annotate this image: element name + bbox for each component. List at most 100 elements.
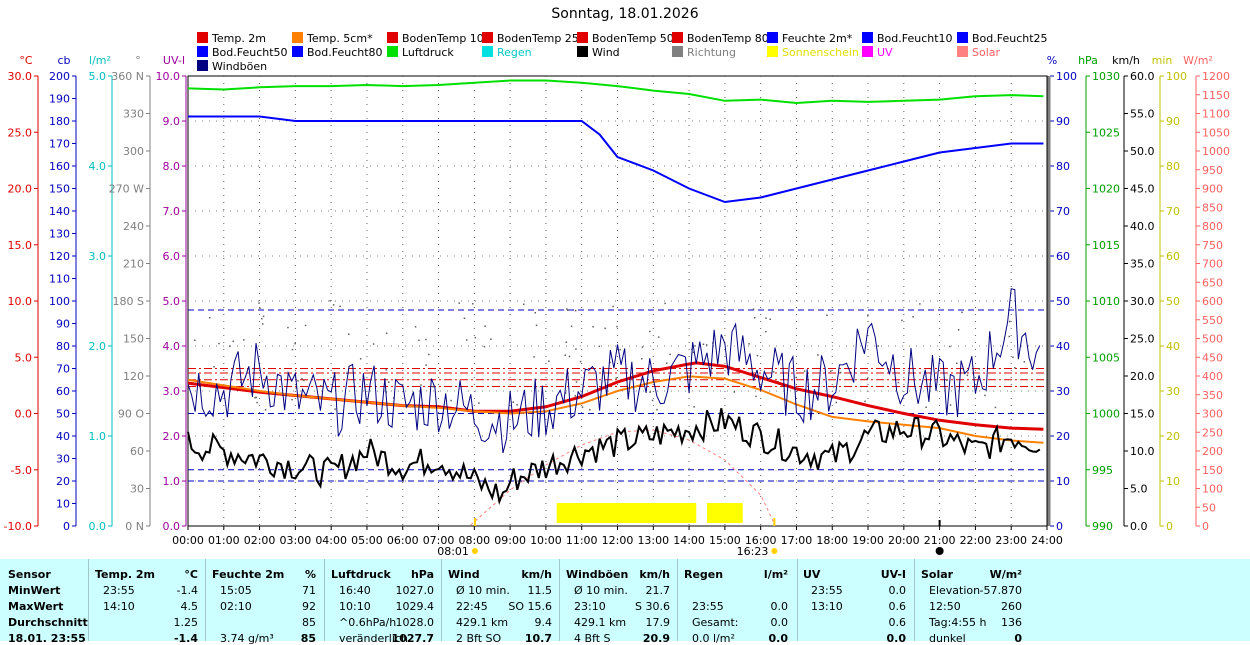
axis-tick-label-wind: 10.0 (1130, 445, 1155, 458)
wind-direction-dot (387, 381, 390, 383)
axis-tick-label-min: 70 (1166, 205, 1180, 218)
axis-tick-label-wind: 50.0 (1130, 145, 1155, 158)
header-press: Luftdruck (331, 568, 391, 581)
axis-unit-solar: W/m² (1183, 54, 1213, 67)
legend-item: Bod.Feucht80 (292, 46, 383, 59)
axis-tick-label-solar: 400 (1202, 370, 1223, 383)
axis-tick-label-solar: 800 (1202, 220, 1223, 233)
cell-hum-detail: 02:10 (220, 600, 252, 613)
axis-tick-label-min: 40 (1166, 340, 1180, 353)
axis-tick-label-dir: 0 N (125, 520, 144, 533)
legend-item: Feuchte 2m* (767, 32, 852, 45)
cell-solar-value: 0 (1014, 632, 1022, 645)
axis-tick-label-wind: 35.0 (1130, 258, 1155, 271)
time-tick-label: 11:00 (566, 534, 598, 547)
header-unit-press: hPa (410, 568, 434, 581)
row-label: 18.01. 23:55 (8, 632, 86, 645)
cell-press-detail: 16:40 (339, 584, 371, 597)
axis-tick-label-solar: 500 (1202, 333, 1223, 346)
wind-direction-dot (830, 370, 832, 372)
cell-gust-detail: Ø 10 min. (574, 584, 628, 597)
axis-tick-label-cb: 160 (49, 160, 70, 173)
wind-direction-dot (579, 360, 582, 363)
wind-direction-dot (301, 377, 303, 380)
axis-tick-label-solar: 0 (1202, 520, 1209, 533)
wind-direction-dot (803, 370, 806, 372)
legend-item: Bod.Feucht25 (957, 32, 1048, 45)
time-tick-label: 09:00 (494, 534, 526, 547)
column-divider (205, 559, 206, 641)
wind-direction-dot (756, 354, 759, 357)
wind-direction-dot (753, 316, 756, 319)
wind-direction-dot (1008, 335, 1010, 338)
axis-tick-label-wind: 60.0 (1130, 70, 1155, 83)
axis-tick-label-cb: 10 (56, 498, 70, 511)
axis-tick-label-cb: 180 (49, 115, 70, 128)
legend-swatch (292, 46, 303, 57)
axis-tick-label-min: 10 (1166, 475, 1180, 488)
wind-direction-dot (483, 345, 486, 348)
cell-uv-value: 0.0 (888, 584, 907, 597)
axis-tick-label-temp: 5.0 (15, 351, 33, 364)
wind-direction-dot (752, 308, 755, 310)
legend-swatch (292, 32, 303, 43)
axis-tick-label-solar: 650 (1202, 276, 1223, 289)
cell-wind-detail: 22:45 (456, 600, 488, 613)
wind-direction-dot (966, 374, 969, 377)
wind-direction-dot (332, 304, 335, 306)
wind-direction-dot (254, 396, 256, 399)
wind-direction-dot (1023, 361, 1026, 363)
wind-direction-dot (615, 377, 617, 379)
axis-tick-label-solar: 1000 (1202, 145, 1230, 158)
wind-direction-dot (795, 376, 797, 379)
wind-direction-dot (319, 385, 322, 387)
wind-direction-dot (702, 343, 705, 345)
wind-direction-dot (345, 372, 348, 374)
cell-press-value: 1029.4 (395, 600, 435, 613)
wind-direction-dot (733, 391, 736, 393)
axis-tick-label-solar: 700 (1202, 258, 1223, 271)
axis-tick-label-wind: 15.0 (1130, 408, 1155, 421)
time-tick-label: 02:00 (244, 534, 276, 547)
axis-tick-label-uv: 7.0 (163, 205, 181, 218)
wind-direction-dot (609, 361, 611, 364)
legend-label: BodenTemp 25 (497, 32, 579, 45)
cell-wind-detail: Ø 10 min. (456, 584, 510, 597)
legend-label: Bod.Feucht50 (212, 46, 288, 59)
axis-tick-label-solar: 900 (1202, 183, 1223, 196)
wind-direction-dot (724, 309, 726, 311)
axis-tick-label-temp: 10.0 (8, 295, 33, 308)
wind-direction-dot (535, 324, 538, 327)
axis-tick-label-press: 1000 (1092, 408, 1120, 421)
axis-tick-label-rain_l: 0.0 (89, 520, 107, 533)
axis-unit-hum: % (1047, 54, 1057, 67)
axis-tick-label-hum: 30 (1056, 385, 1070, 398)
wind-direction-dot (534, 311, 537, 314)
wind-direction-dot (692, 351, 695, 354)
cell-rain-value: 0.0 (770, 616, 789, 629)
header-wind: Wind (448, 568, 480, 581)
cell-wind-value: 9.4 (534, 616, 553, 629)
legend-item: UV (862, 46, 893, 59)
sunshine-bar (556, 503, 697, 523)
wind-direction-dot (218, 342, 220, 345)
cell-solar-value: -57.870 (979, 584, 1022, 597)
time-tick-label: 17:00 (781, 534, 813, 547)
wind-direction-dot (259, 307, 261, 310)
wind-direction-dot (765, 330, 767, 333)
wind-direction-dot (478, 402, 480, 404)
cell-temp-value: -1.4 (173, 632, 198, 645)
wind-direction-dot (574, 395, 576, 397)
axis-tick-label-wind: 5.0 (1130, 483, 1148, 496)
wind-direction-dot (664, 302, 666, 305)
cell-wind-value: 11.5 (527, 584, 553, 597)
axis-tick-label-temp: -5.0 (11, 464, 32, 477)
cell-uv-value: 0.6 (888, 616, 907, 629)
wind-direction-dot (385, 332, 388, 335)
header-temp: Temp. 2m (95, 568, 155, 581)
cell-hum-value: 71 (302, 584, 316, 597)
axis-tick-label-solar: 1050 (1202, 126, 1230, 139)
axis-tick-label-solar: 1150 (1202, 89, 1230, 102)
wind-direction-dot (693, 406, 695, 408)
legend-item: BodenTemp 25 (482, 32, 579, 45)
